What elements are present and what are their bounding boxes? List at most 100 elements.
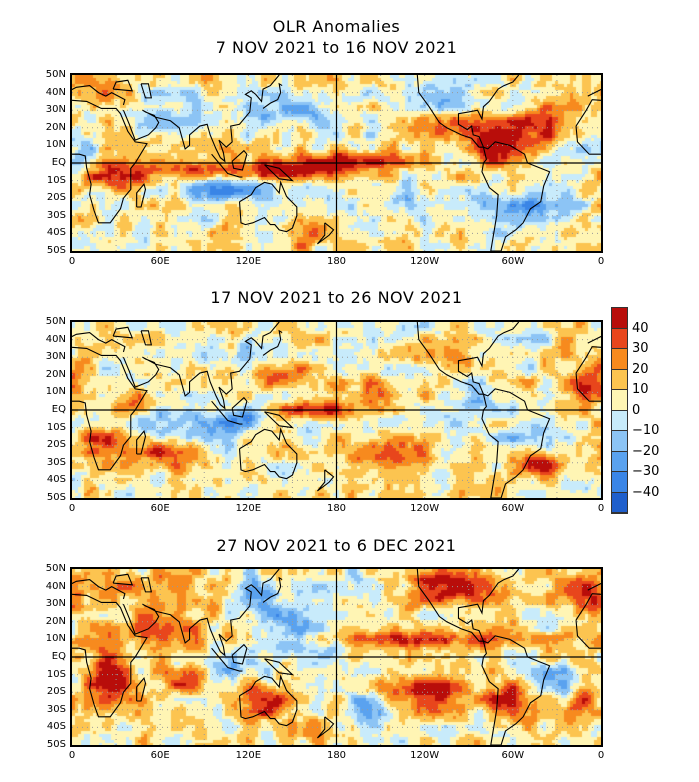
coastline	[231, 643, 248, 665]
lon-tick-label: 60W	[501, 750, 525, 761]
lat-tick-label: 30N	[45, 598, 66, 610]
lat-tick-label: 10N	[45, 633, 66, 645]
coastline	[211, 647, 243, 672]
coastline	[211, 400, 243, 425]
coastline	[575, 593, 601, 649]
coastline	[231, 149, 248, 171]
coastline	[575, 346, 601, 402]
lon-tick-label: 120E	[235, 256, 262, 267]
coastline	[140, 330, 153, 346]
lat-tick-label: 20S	[46, 686, 66, 698]
coastline	[316, 469, 335, 492]
lon-tick-label: 60E	[150, 503, 170, 514]
coastline	[587, 582, 601, 591]
colorbar	[611, 307, 628, 514]
coastline	[481, 141, 551, 251]
lat-tick-label: 20N	[45, 615, 66, 627]
map-overlay	[72, 322, 601, 498]
coastline	[238, 674, 298, 727]
coastline	[136, 182, 147, 208]
lat-tick-label: 10S	[46, 174, 66, 186]
coastline	[72, 346, 148, 471]
lat-tick-label: 50N	[45, 69, 66, 80]
lat-tick-label: 20S	[46, 192, 66, 204]
colorbar-swatch	[612, 431, 627, 452]
coastline	[481, 388, 551, 498]
colorbar-label: 30	[632, 341, 649, 356]
coastline	[122, 322, 280, 410]
colorbar-swatch	[612, 472, 627, 493]
lat-tick-label: EQ	[51, 157, 66, 168]
coastline	[316, 716, 335, 739]
lon-tick-label: 0	[597, 503, 605, 514]
lon-tick-label: 0	[597, 750, 605, 761]
colorbar-swatch	[612, 328, 627, 349]
lat-tick-label: 50N	[45, 563, 66, 574]
main-title: OLR Anomalies	[272, 17, 401, 36]
olr-anomaly-map	[70, 73, 603, 253]
lat-tick-label: 30S	[46, 209, 66, 221]
coastline	[122, 75, 280, 163]
lat-tick-label: 20N	[45, 368, 66, 380]
lat-tick-label: 10N	[45, 139, 66, 151]
coastline	[112, 573, 134, 586]
panel-date-range: 27 NOV 2021 to 6 DEC 2021	[216, 536, 457, 555]
colorbar-swatch	[612, 492, 627, 513]
colorbar-label: 0	[632, 402, 641, 418]
lon-tick-label: 120W	[410, 750, 440, 761]
colorbar-swatch	[612, 410, 627, 431]
lon-tick-label: 0	[68, 256, 76, 267]
lon-tick-label: 0	[597, 256, 605, 267]
lat-tick-label: 30S	[46, 456, 66, 468]
colorbar-label: −20	[632, 443, 660, 459]
coastline	[140, 577, 153, 593]
coastline	[136, 429, 147, 455]
lon-tick-label: 180	[326, 256, 347, 267]
coastline	[416, 322, 520, 395]
lat-tick-label: 30N	[45, 351, 66, 363]
lat-tick-label: 50N	[45, 316, 66, 327]
lon-tick-label: 60W	[501, 503, 525, 514]
coastline	[587, 88, 601, 97]
lat-tick-label: 30S	[46, 703, 66, 715]
lat-tick-label: EQ	[51, 651, 66, 662]
coastline	[416, 569, 520, 642]
colorbar-label: 20	[632, 361, 649, 377]
lat-tick-label: 40S	[46, 227, 66, 239]
panel-date-range: 17 NOV 2021 to 26 NOV 2021	[210, 288, 463, 307]
lon-tick-label: 60W	[501, 256, 525, 267]
coastline	[416, 75, 520, 148]
coastline	[316, 222, 335, 245]
lon-tick-label: 120E	[235, 750, 262, 761]
coastline	[481, 635, 551, 745]
coastline	[575, 99, 601, 155]
colorbar-swatch	[612, 369, 627, 390]
lon-tick-label: 120W	[410, 503, 440, 514]
lon-tick-label: 180	[326, 750, 347, 761]
lat-tick-label: 20N	[45, 121, 66, 133]
coastline	[211, 153, 243, 178]
lat-tick-label: 20S	[46, 439, 66, 451]
coastline	[72, 578, 126, 600]
coastline	[264, 411, 295, 429]
olr-anomaly-map	[70, 320, 603, 500]
map-overlay	[72, 75, 601, 251]
panel-date-range: 7 NOV 2021 to 16 NOV 2021	[215, 38, 458, 57]
coastline	[587, 335, 601, 344]
lat-tick-label: 50S	[46, 739, 66, 750]
coastline	[136, 676, 147, 702]
colorbar-label: −40	[632, 484, 660, 500]
coastline	[238, 427, 298, 480]
lat-tick-label: 10N	[45, 386, 66, 398]
coastline	[72, 99, 148, 224]
lat-tick-label: EQ	[51, 404, 66, 415]
coastline	[122, 569, 280, 657]
coastline	[262, 576, 283, 603]
coastline	[140, 83, 153, 99]
lat-tick-label: 40N	[45, 333, 66, 345]
colorbar-swatch	[612, 349, 627, 370]
lat-tick-label: 40N	[45, 86, 66, 98]
lat-tick-label: 30N	[45, 104, 66, 116]
coastline	[238, 180, 298, 233]
lon-tick-label: 0	[68, 503, 76, 514]
